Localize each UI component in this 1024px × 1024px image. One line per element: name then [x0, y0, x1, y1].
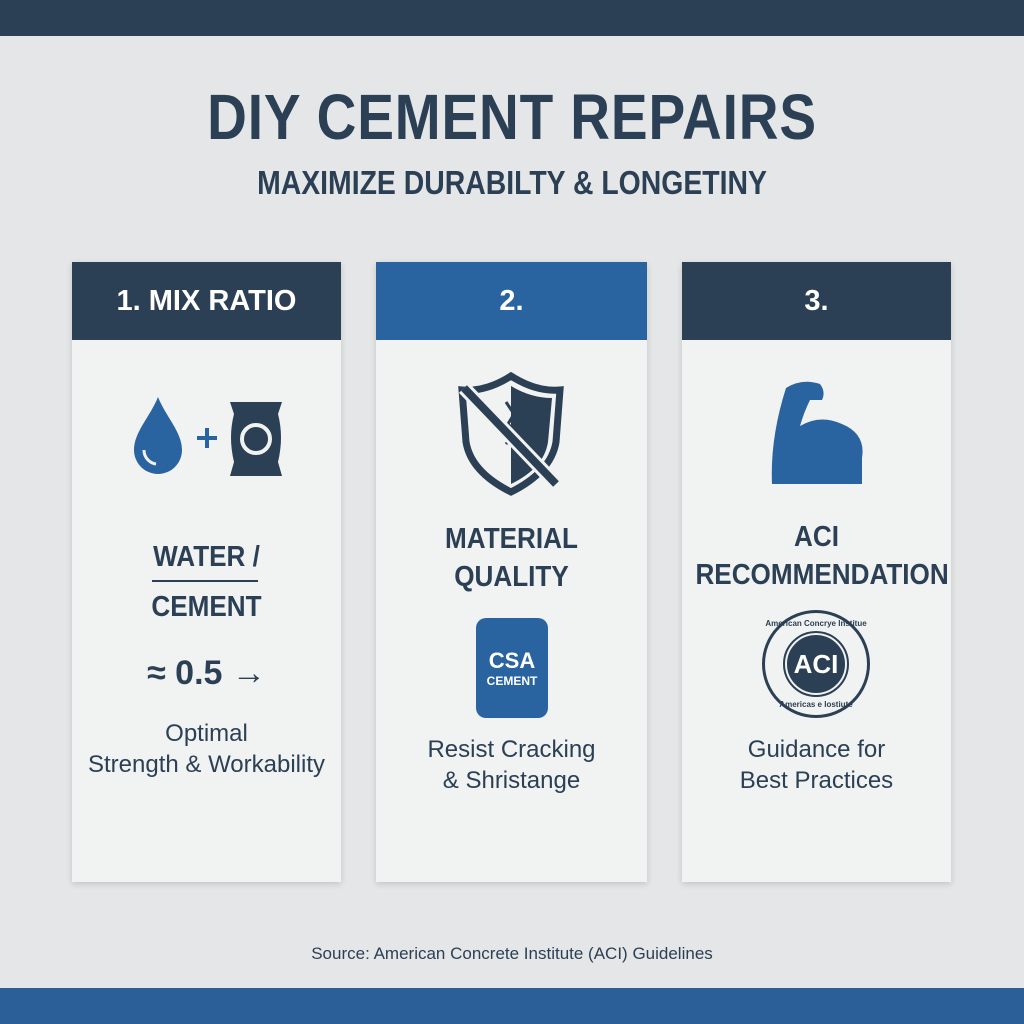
aci-seal-icon: American Concrye Institue ACI Americas e…: [762, 610, 870, 718]
card-description: Resist Cracking & Shristange: [427, 736, 596, 794]
fraction-bar: [152, 580, 258, 582]
cracked-shield-icon: [458, 372, 564, 496]
page-subtitle: MAXIMIZE DURABILTY & LONGETINY: [257, 164, 767, 201]
bottom-bar: [0, 988, 1024, 1024]
card-material-quality: 2. MATERIAL QUALITY CSA CEMENT Resist Cra…: [376, 262, 647, 882]
card-heading: ACI RECOMMENDATION: [695, 521, 949, 591]
flexed-arm-icon: [771, 381, 863, 484]
fraction-denominator: CEMENT: [151, 591, 262, 623]
arrow-right-icon: →: [231, 654, 266, 692]
page-title: DIY CEMENT REPAIRS: [207, 81, 817, 153]
cement-bag-icon: [230, 402, 282, 476]
card-header: 3.: [682, 262, 951, 340]
fraction-numerator: WATER /: [153, 541, 260, 573]
card-mix-ratio: 1. MIX RATIO WATER / CEMENT ≈ 0.5 → Opti…: [72, 262, 341, 882]
card-description: Optimal Strength & Workability: [88, 720, 325, 778]
csa-cement-bag-icon: CSA CEMENT: [476, 618, 548, 718]
top-bar: [0, 0, 1024, 36]
water-drop-icon: [134, 397, 182, 474]
card-header: 2.: [376, 262, 647, 340]
card-header: 1. MIX RATIO: [72, 262, 341, 340]
card-heading: MATERIAL QUALITY: [445, 523, 578, 593]
card-description: Guidance for Best Practices: [739, 736, 894, 794]
card-aci-recommendation: 3. ACI RECOMMENDATION American Concrye In…: [682, 262, 951, 882]
ratio-value: ≈ 0.5: [147, 654, 223, 692]
plus-icon: [197, 428, 217, 448]
source-note: Source: American Concrete Institute (ACI…: [311, 944, 713, 963]
